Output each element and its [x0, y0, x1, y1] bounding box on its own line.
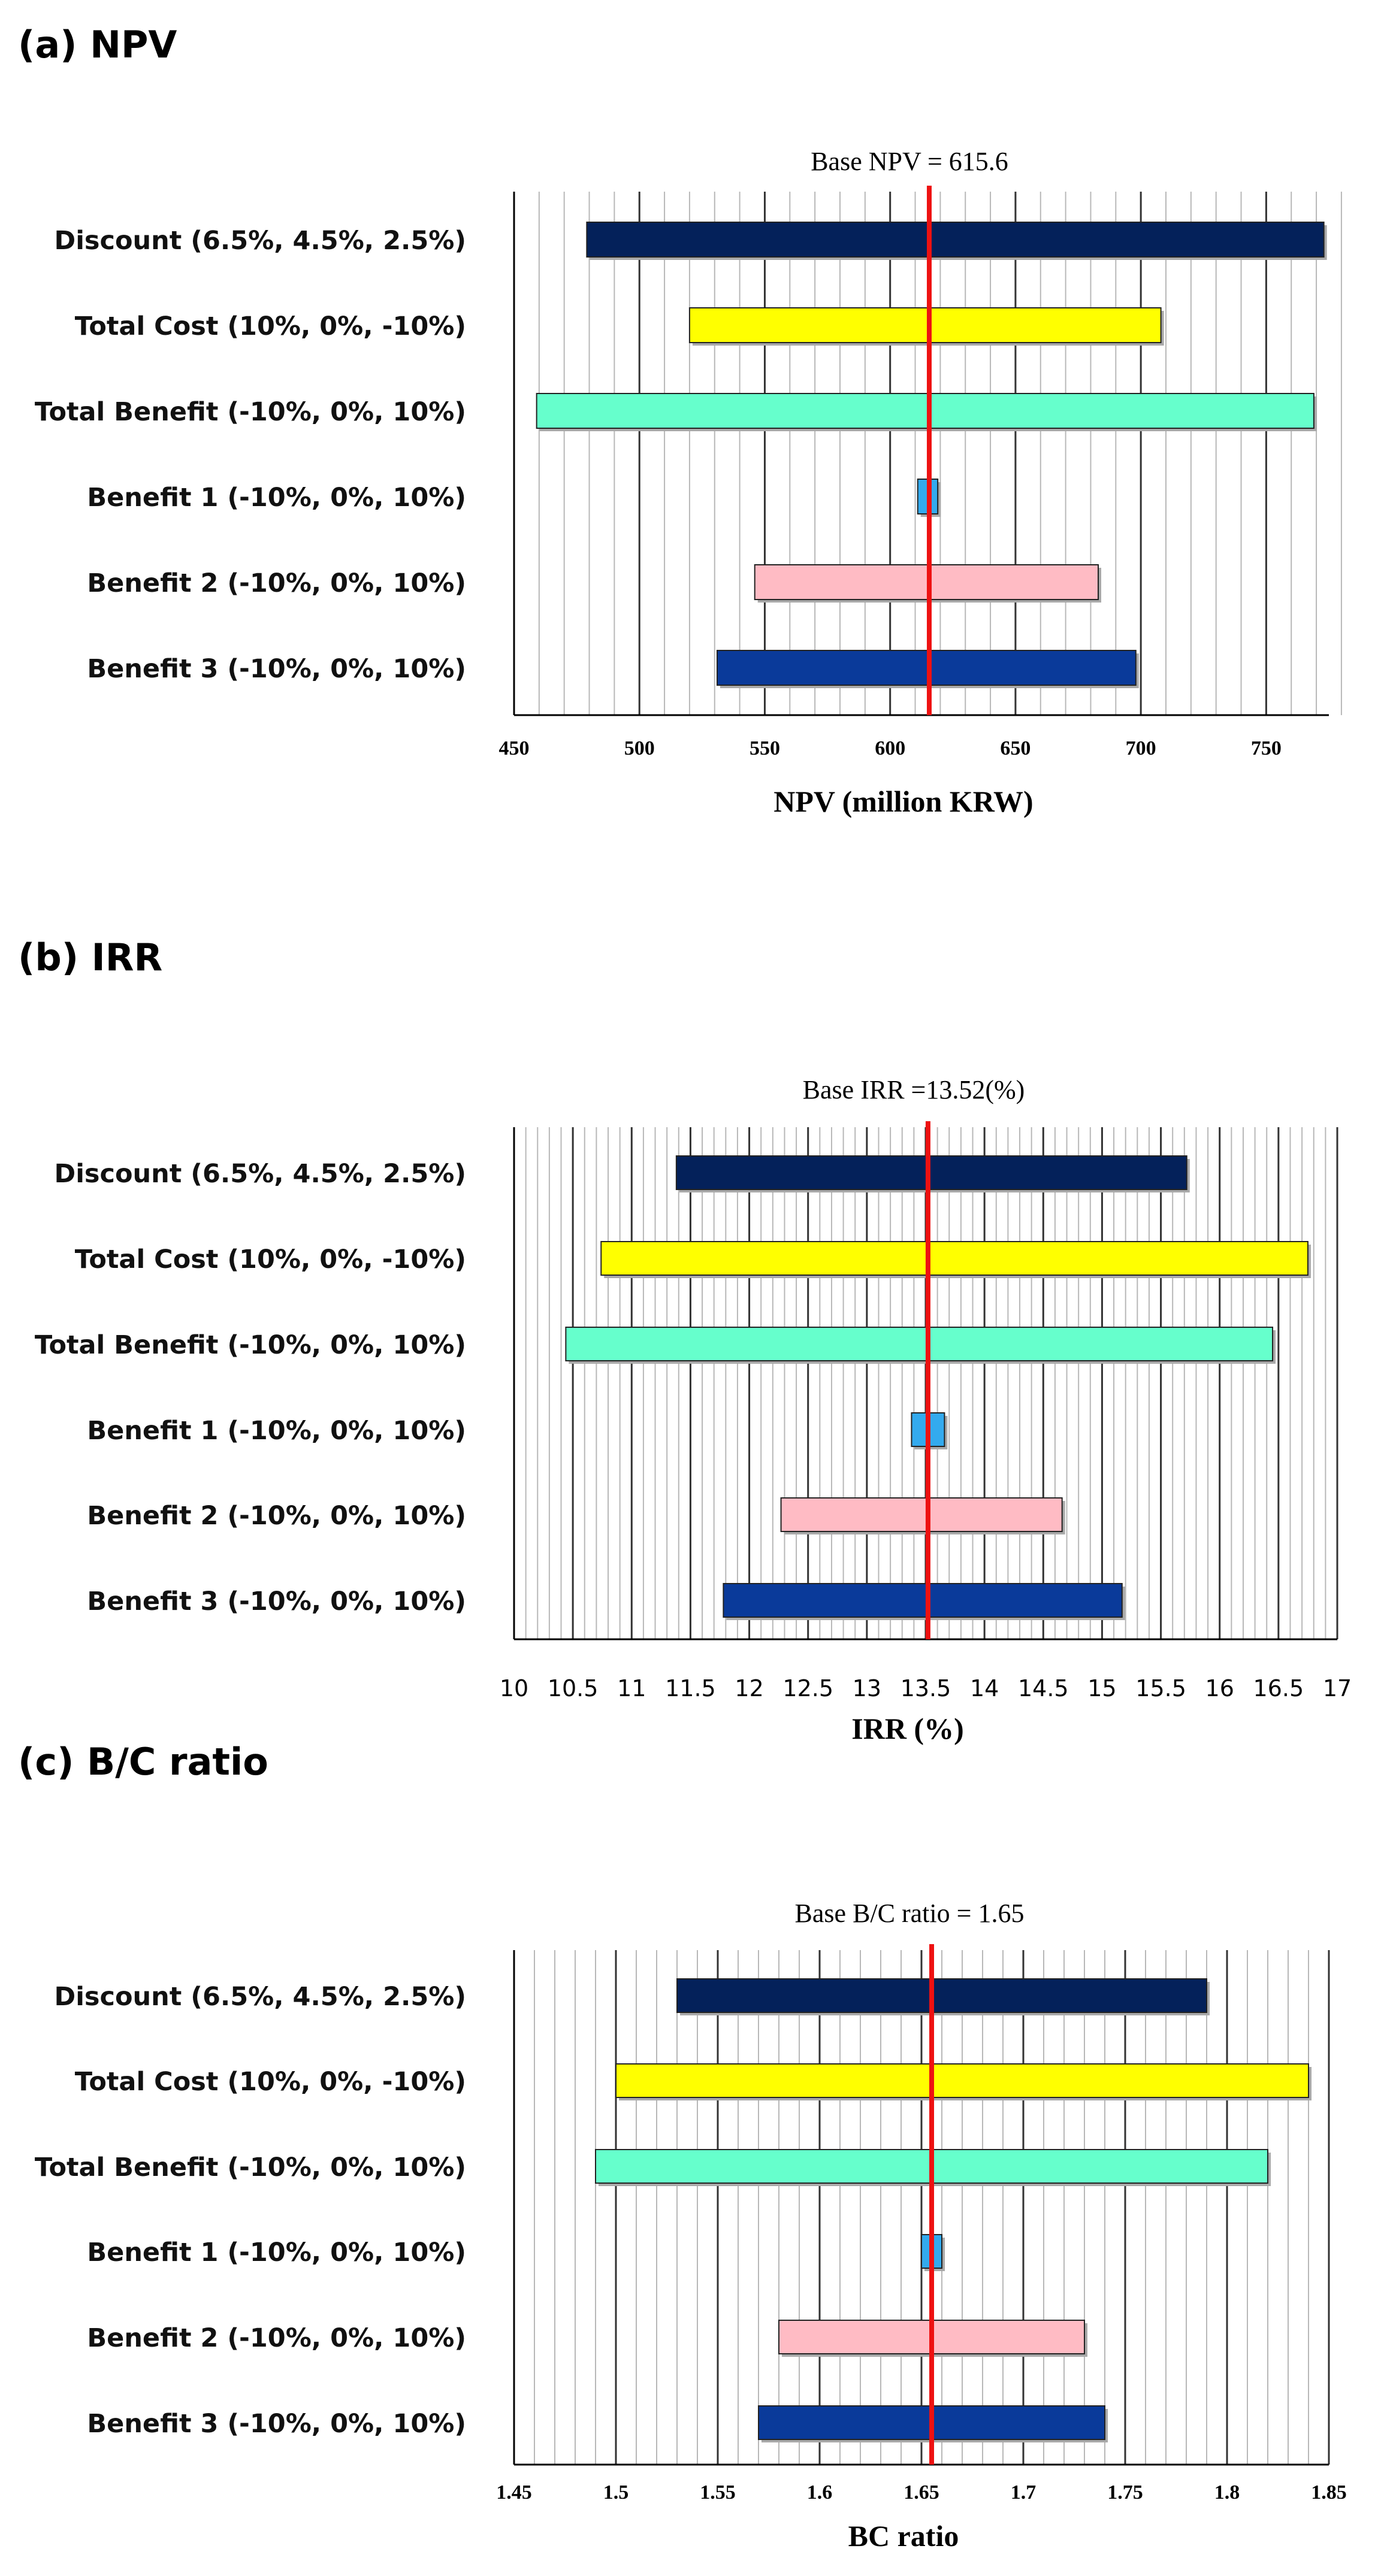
x-axis-label: NPV (million KRW) [773, 785, 1033, 818]
category-label: Benefit 1 (-10%, 0%, 10%) [87, 1416, 466, 1446]
category-label: Benefit 1 (-10%, 0%, 10%) [87, 2238, 466, 2268]
category-label: Total Cost (10%, 0%, -10%) [75, 2067, 466, 2097]
panel-title-irr: (b) IRR [18, 936, 163, 979]
tick-label: 1.55 [700, 2481, 736, 2504]
category-label: Benefit 1 (-10%, 0%, 10%) [87, 483, 466, 513]
tick-label: 13 [853, 1675, 881, 1702]
category-label: Benefit 3 (-10%, 0%, 10%) [87, 1587, 466, 1617]
panel-title-bc: (c) B/C ratio [18, 1740, 268, 1784]
category-label: Benefit 3 (-10%, 0%, 10%) [87, 2409, 466, 2439]
tick-label: 16 [1205, 1675, 1234, 1702]
base-label: Base NPV = 615.6 [811, 147, 1008, 176]
tick-label: 1.45 [496, 2481, 532, 2504]
bar-5 [723, 1583, 1123, 1618]
bar-2 [565, 1327, 1274, 1361]
category-label: Discount (6.5%, 4.5%, 2.5%) [55, 226, 467, 256]
x-axis-label: BC ratio [848, 2519, 959, 2553]
category-label: Discount (6.5%, 4.5%, 2.5%) [55, 1159, 467, 1189]
tick-label: 650 [1000, 737, 1031, 759]
tick-label: 500 [624, 737, 655, 759]
tick-label: 14 [970, 1675, 999, 1702]
tick-label: 12 [735, 1675, 763, 1702]
bar-1 [615, 2063, 1309, 2098]
tick-label: 13.5 [900, 1675, 951, 1702]
tick-label: 750 [1251, 737, 1282, 759]
bar-1 [688, 307, 1162, 343]
tick-label: 10 [500, 1675, 528, 1702]
tick-label: 1.65 [903, 2481, 939, 2504]
chart-0: Base NPV = 615.6 Discount (6.5%, 4.5%, 2.… [35, 147, 1342, 818]
tick-label: 700 [1126, 737, 1156, 759]
tick-label: 1.6 [807, 2481, 833, 2504]
category-label: Benefit 3 (-10%, 0%, 10%) [87, 654, 466, 684]
tick-label: 12.5 [782, 1675, 833, 1702]
chart-2: Base B/C ratio = 1.65 Discount (6.5%, 4.5… [35, 1899, 1347, 2553]
tick-label: 15 [1087, 1675, 1116, 1702]
tick-label: 17 [1323, 1675, 1352, 1702]
category-label: Discount (6.5%, 4.5%, 2.5%) [55, 1982, 467, 2012]
tick-label: 14.5 [1018, 1675, 1069, 1702]
base-label: Base IRR =13.52(%) [803, 1075, 1025, 1104]
category-label: Benefit 2 (-10%, 0%, 10%) [87, 1501, 466, 1531]
tick-label: 1.5 [603, 2481, 629, 2504]
bar-0 [675, 1155, 1187, 1190]
bar-5 [716, 650, 1137, 686]
x-axis-label: IRR (%) [851, 1712, 963, 1745]
chart-1: Base IRR =13.52(%) Discount (6.5%, 4.5%, … [35, 1075, 1352, 1745]
tick-label: 16.5 [1253, 1675, 1304, 1702]
tick-label: 450 [499, 737, 530, 759]
bar-0 [676, 1978, 1207, 2013]
bar-1 [600, 1241, 1309, 1276]
base-label: Base B/C ratio = 1.65 [795, 1899, 1025, 1928]
tick-label: 15.5 [1135, 1675, 1186, 1702]
category-label: Total Benefit (-10%, 0%, 10%) [35, 397, 466, 427]
bar-4 [780, 1497, 1063, 1532]
category-label: Total Cost (10%, 0%, -10%) [75, 311, 466, 341]
bar-0 [586, 222, 1325, 258]
category-label: Benefit 2 (-10%, 0%, 10%) [87, 2323, 466, 2353]
category-label: Benefit 2 (-10%, 0%, 10%) [87, 568, 466, 598]
tick-label: 1.85 [1311, 2481, 1347, 2504]
tick-label: 11.5 [665, 1675, 716, 1702]
tick-label: 10.5 [548, 1675, 599, 1702]
category-label: Total Benefit (-10%, 0%, 10%) [35, 1330, 466, 1360]
tick-label: 1.7 [1011, 2481, 1037, 2504]
bar-2 [536, 393, 1315, 429]
panel-title-npv: (a) NPV [18, 23, 177, 66]
category-label: Total Cost (10%, 0%, -10%) [75, 1245, 466, 1275]
tick-label: 550 [750, 737, 780, 759]
tick-label: 600 [875, 737, 905, 759]
tick-label: 1.75 [1107, 2481, 1143, 2504]
bar-4 [754, 564, 1099, 600]
tick-label: 11 [617, 1675, 646, 1702]
tick-label: 1.8 [1214, 2481, 1240, 2504]
category-label: Total Benefit (-10%, 0%, 10%) [35, 2153, 466, 2183]
